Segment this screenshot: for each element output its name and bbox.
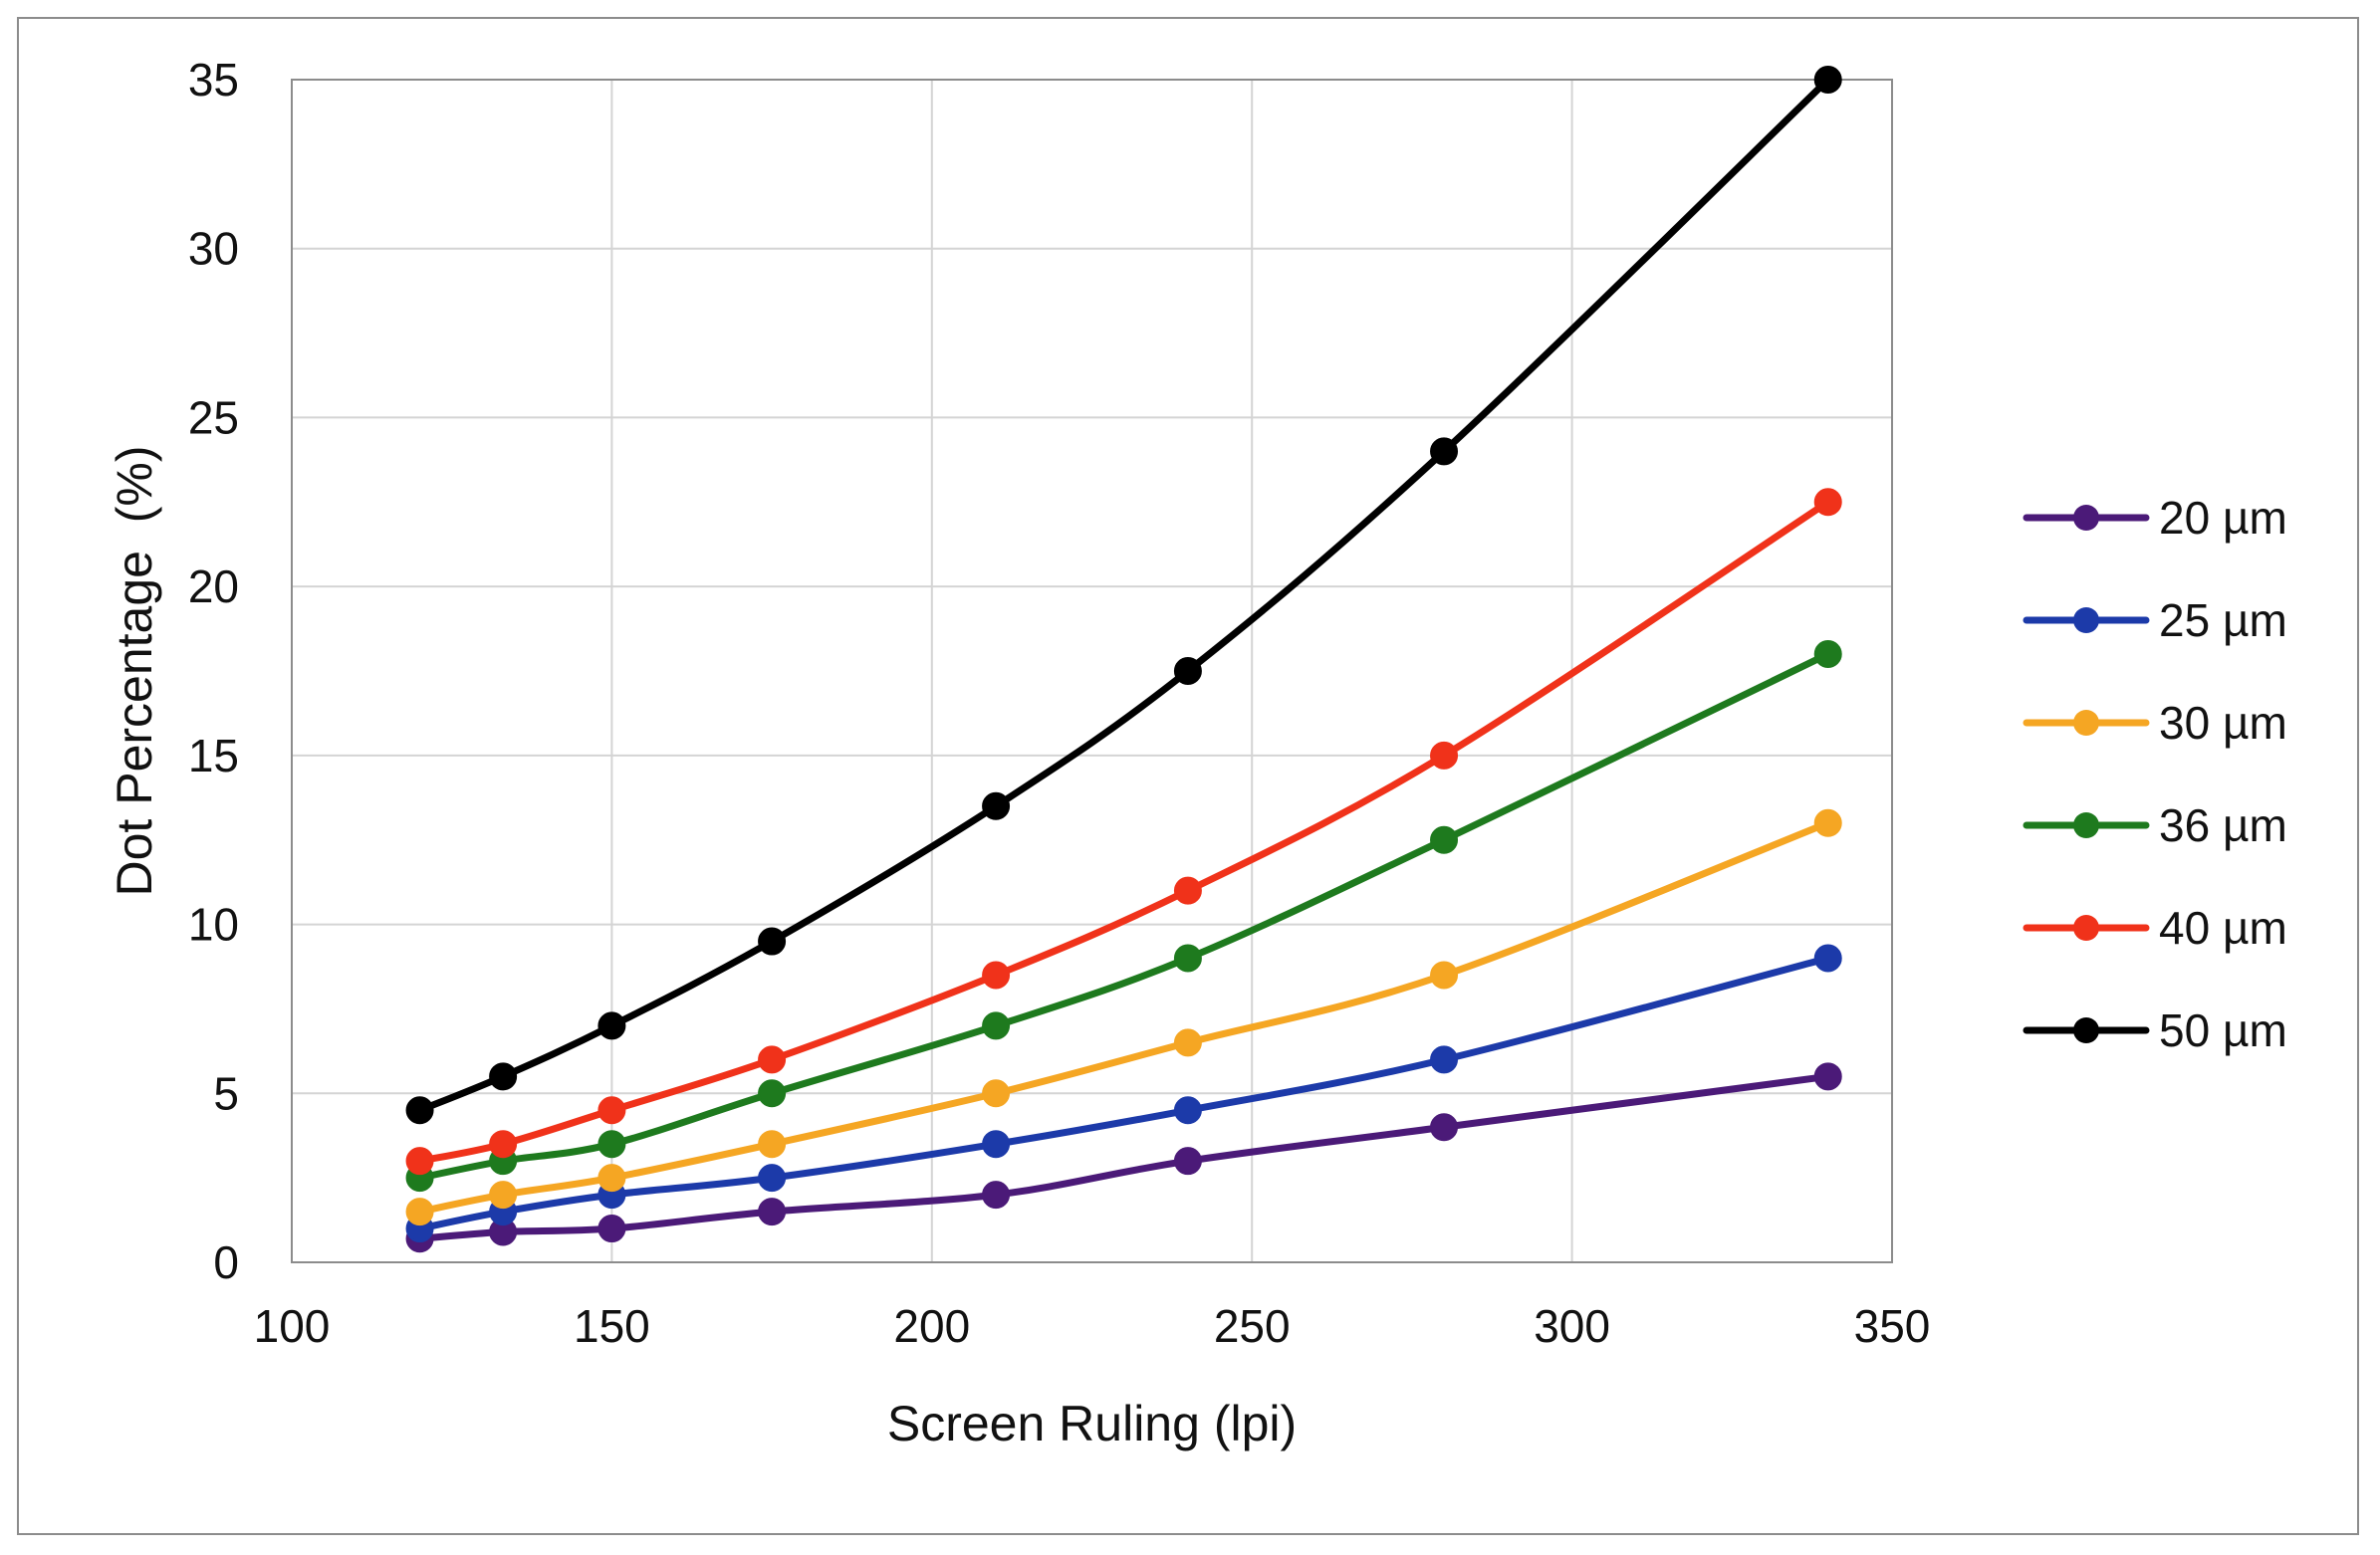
x-tick-label: 150 [574, 1300, 650, 1352]
x-tick-label: 300 [1534, 1300, 1610, 1352]
data-point [758, 1164, 787, 1193]
data-point [1813, 808, 1842, 837]
legend-item: 36 µm [2023, 799, 2287, 851]
legend-swatch-marker [2073, 607, 2099, 633]
y-tick-label: 35 [188, 54, 239, 106]
series-group [405, 66, 1842, 1253]
data-point [597, 1096, 626, 1125]
legend-label: 50 µm [2159, 1004, 2287, 1056]
y-tick-label: 30 [188, 223, 239, 275]
data-point [1430, 1113, 1459, 1142]
legend-item: 40 µm [2023, 902, 2287, 954]
data-point [1813, 66, 1842, 94]
x-tick-label: 350 [1854, 1300, 1931, 1352]
data-point [758, 1198, 787, 1226]
legend-item: 25 µm [2023, 594, 2287, 646]
data-point [982, 1079, 1011, 1108]
data-point [1173, 944, 1202, 973]
data-point [489, 1062, 518, 1091]
data-point [982, 1011, 1011, 1040]
x-tick-label: 250 [1214, 1300, 1291, 1352]
x-tick-label: 100 [254, 1300, 331, 1352]
data-point [758, 1045, 787, 1074]
y-tick-label: 0 [213, 1236, 239, 1288]
data-point [982, 791, 1011, 820]
data-point [1813, 640, 1842, 669]
series-5 [405, 66, 1842, 1125]
data-point [982, 1181, 1011, 1210]
legend-label: 40 µm [2159, 902, 2287, 954]
legend-item: 50 µm [2023, 1004, 2287, 1056]
data-point [1173, 1147, 1202, 1176]
data-point [489, 1130, 518, 1159]
gridlines [291, 79, 1893, 1263]
x-axis-title: Screen Ruling (lpi) [887, 1396, 1297, 1451]
data-point [597, 1130, 626, 1159]
legend-label: 30 µm [2159, 697, 2287, 749]
data-point [1813, 1062, 1842, 1091]
data-point [405, 1147, 434, 1176]
y-tick-label: 20 [188, 560, 239, 612]
data-point [597, 1011, 626, 1040]
y-tick-label: 5 [213, 1067, 239, 1119]
y-tick-label: 25 [188, 391, 239, 443]
data-point [1173, 876, 1202, 905]
y-axis-ticks: 0 5 10 15 20 25 30 35 [188, 54, 239, 1288]
data-point [1430, 825, 1459, 854]
data-point [1430, 961, 1459, 990]
data-point [597, 1215, 626, 1243]
y-tick-label: 15 [188, 730, 239, 781]
legend-label: 36 µm [2159, 799, 2287, 851]
data-point [1173, 1096, 1202, 1125]
x-axis-ticks: 100 150 200 250 300 350 [254, 1300, 1931, 1352]
series-2 [405, 808, 1842, 1226]
data-point [1173, 1028, 1202, 1057]
data-point [758, 1079, 787, 1108]
data-point [1813, 488, 1842, 517]
data-point [758, 927, 787, 956]
legend-swatch-marker [2073, 505, 2099, 531]
legend-swatch-marker [2073, 1017, 2099, 1043]
legend: 20 µm 25 µm 30 µm 36 µm 40 µm 50 µm [2023, 492, 2287, 1056]
data-point [1173, 657, 1202, 685]
data-point [489, 1181, 518, 1210]
legend-item: 30 µm [2023, 697, 2287, 749]
data-point [1430, 1045, 1459, 1074]
x-tick-label: 200 [893, 1300, 970, 1352]
data-point [982, 961, 1011, 990]
data-point [1430, 741, 1459, 770]
data-point [982, 1130, 1011, 1159]
plot-area-border [291, 79, 1893, 1263]
y-axis-title: Dot Percentage (%) [107, 446, 162, 897]
series-line [416, 76, 1832, 1114]
series-4 [405, 488, 1842, 1176]
legend-label: 25 µm [2159, 594, 2287, 646]
legend-swatch-marker [2073, 812, 2099, 838]
data-point [758, 1130, 787, 1159]
series-line [416, 650, 1832, 1182]
series-0 [405, 1062, 1842, 1253]
data-point [405, 1096, 434, 1125]
legend-item: 20 µm [2023, 492, 2287, 544]
data-point [597, 1164, 626, 1193]
data-point [1430, 437, 1459, 466]
data-point [1813, 944, 1842, 973]
legend-swatch-marker [2073, 915, 2099, 941]
chart-frame [17, 17, 2359, 1535]
y-tick-label: 10 [188, 899, 239, 951]
data-point [405, 1198, 434, 1226]
legend-swatch-marker [2073, 710, 2099, 736]
legend-label: 20 µm [2159, 492, 2287, 544]
